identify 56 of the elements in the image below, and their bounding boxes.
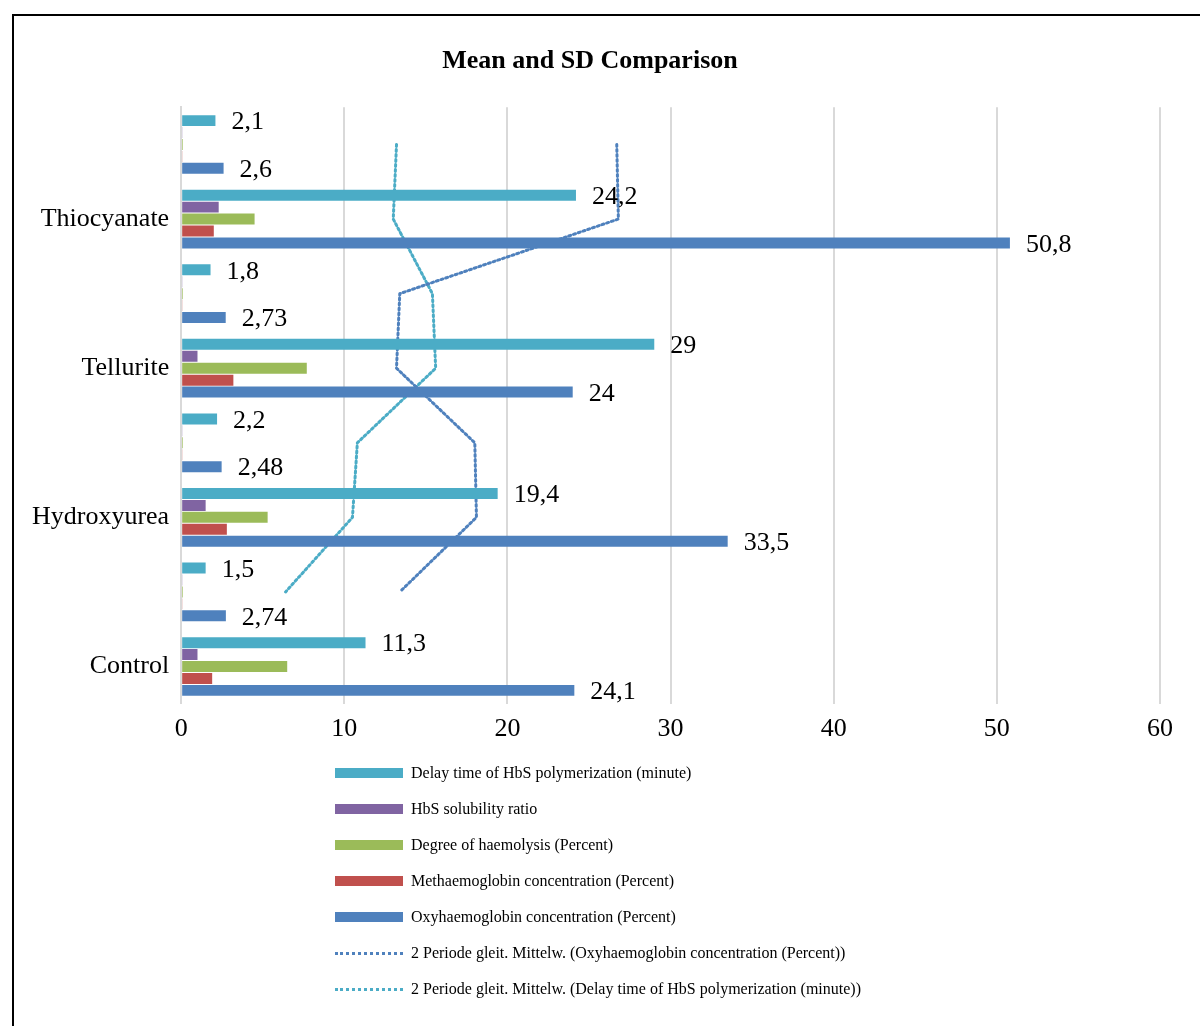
data-label: 1,5 <box>221 553 255 583</box>
legend-label: Oxyhaemoglobin concentration (Percent) <box>411 908 676 926</box>
bar <box>182 201 219 213</box>
bar <box>182 637 366 649</box>
data-label: 2,73 <box>241 303 288 333</box>
bar <box>182 413 218 425</box>
bar <box>182 661 288 672</box>
bar <box>182 610 226 622</box>
bar <box>182 162 224 174</box>
data-label: 24,1 <box>590 676 636 706</box>
x-tick-label: 0 <box>174 713 188 743</box>
y-tick-label: Control <box>89 650 170 680</box>
bar <box>182 312 226 323</box>
legend-label: Methaemoglobin concentration (Percent) <box>411 872 675 890</box>
data-label: 33,5 <box>743 527 790 557</box>
data-label: 24 <box>588 377 615 407</box>
bar <box>182 461 222 473</box>
legend-label: 2 Periode gleit. Mittelw. (Delay time of HbS polymerization (minute)) <box>411 980 861 998</box>
x-tick-label: 40 <box>820 713 847 743</box>
data-label: 2,48 <box>237 452 284 482</box>
bar <box>182 511 268 523</box>
bar <box>182 350 198 362</box>
data-label: 2,2 <box>233 404 266 434</box>
data-label: 50,8 <box>1025 228 1072 258</box>
data-label: 2,74 <box>241 601 288 631</box>
legend-label: Degree of haemolysis (Percent) <box>411 836 614 854</box>
legend-label: 2 Periode gleit. Mittelw. (Oxyhaemoglobin concentration (Percent)) <box>411 944 846 962</box>
data-label: 29 <box>670 330 697 360</box>
bar <box>182 115 216 127</box>
bar <box>182 225 214 237</box>
data-label: 19,4 <box>513 479 560 509</box>
chart-title: Mean and SD Comparison <box>442 45 739 75</box>
data-label: 11,3 <box>381 628 427 658</box>
data-label: 1,8 <box>226 255 260 285</box>
x-tick-label: 20 <box>494 713 521 743</box>
bar <box>182 562 206 574</box>
legend-label: Delay time of HbS polymerization (minute) <box>411 764 692 782</box>
bar <box>182 362 307 374</box>
x-tick-label: 30 <box>657 713 684 743</box>
bar <box>182 649 198 661</box>
y-tick-label: Thiocyanate <box>40 202 170 232</box>
x-tick-label: 10 <box>331 713 358 743</box>
y-tick-label: Tellurite <box>81 352 170 382</box>
bar <box>182 684 575 696</box>
x-tick-label: 50 <box>983 713 1010 743</box>
bar <box>182 499 206 511</box>
bar <box>182 213 255 225</box>
bar <box>182 264 211 276</box>
bar <box>182 374 234 386</box>
bar <box>182 523 227 535</box>
data-label: 2,1 <box>231 106 264 136</box>
data-label: 2,6 <box>239 154 273 184</box>
legend-label: HbS solubility ratio <box>411 800 538 818</box>
x-tick-label: 60 <box>1147 713 1173 743</box>
y-tick-label: Hydroxyurea <box>31 501 170 531</box>
bar <box>182 672 213 684</box>
